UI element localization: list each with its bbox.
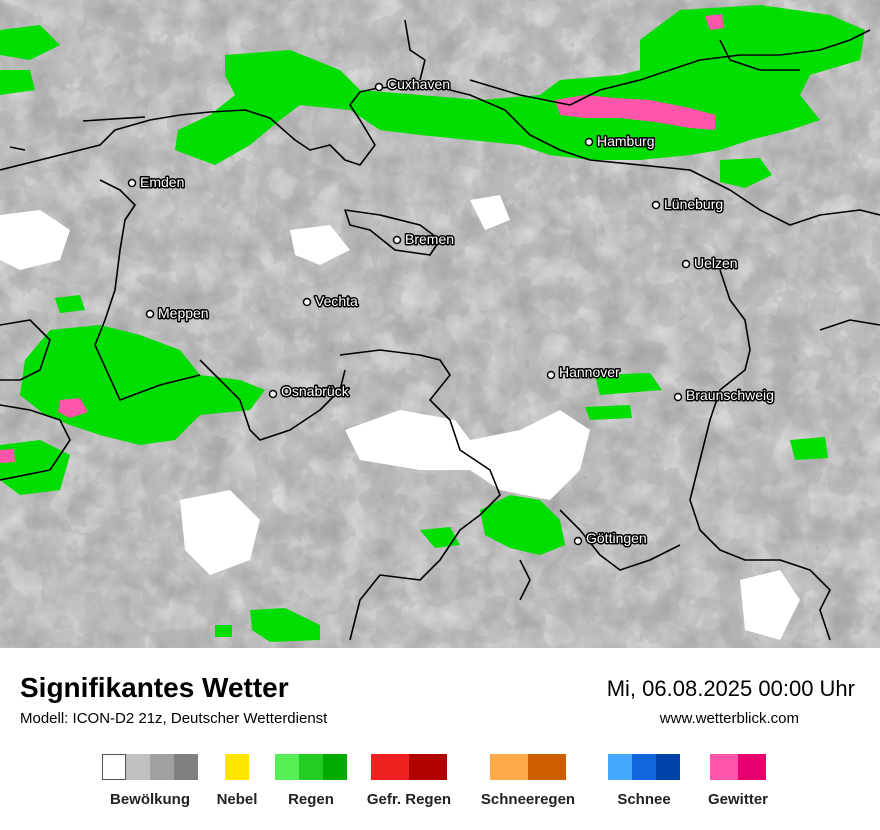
swatch-freezing-rain-light [371,754,409,780]
swatch-thunderstorm-heavy [738,754,766,780]
city-vechta[interactable]: Vechta [302,292,360,311]
legend-freezing-rain: Gefr. Regen [356,754,462,808]
model-source: Modell: ICON-D2 21z, Deutscher Wetterdie… [20,710,328,727]
legend-label: Gewitter [707,791,768,808]
swatch-thunderstorm-light [710,754,738,780]
swatch-rain-heavy [323,754,347,780]
map-footer: Signifikantes Wetter Modell: ICON-D2 21z… [0,648,880,830]
city-hannover[interactable]: Hannover [546,363,622,382]
legend: Bewölkung Nebel Regen Gefr. Regen [0,754,880,824]
city-cuxhaven[interactable]: Cuxhaven [374,75,452,94]
legend-swatches [696,754,780,782]
city-emden[interactable]: Emden [127,173,186,192]
website-link[interactable]: www.wetterblick.com [659,710,799,727]
svg-text:Bremen: Bremen [405,231,454,247]
legend-label: Regen [288,791,334,808]
svg-text:Braunschweig: Braunschweig [686,387,774,403]
city-bremen[interactable]: Bremen [392,230,456,249]
legend-swatches [468,754,588,782]
swatch-fog [225,754,249,780]
swatch-rain-medium [299,754,323,780]
swatch-cloud-clear [102,754,126,780]
legend-swatches [206,754,268,782]
legend-label: Gefr. Regen [366,791,452,808]
legend-label: Schneeregen [480,791,576,808]
city-braunschweig[interactable]: Braunschweig [673,386,775,405]
swatch-cloud-medium [150,754,174,780]
svg-text:Göttingen: Göttingen [586,530,647,546]
city-uelzen[interactable]: Uelzen [681,254,739,273]
svg-text:Emden: Emden [140,174,184,190]
legend-rain: Regen [275,754,347,808]
swatch-rain-light [275,754,299,780]
svg-text:Meppen: Meppen [158,305,209,321]
city-markers: Cuxhaven Hamburg Emden Lüneburg Bremen U… [127,75,775,548]
svg-text:Vechta: Vechta [315,293,358,309]
legend-label: Schnee [617,791,671,808]
legend-label: Nebel [216,791,258,808]
swatch-snow-medium [632,754,656,780]
forecast-datetime: Mi, 06.08.2025 00:00 Uhr [606,676,855,701]
swatch-freezing-rain-heavy [409,754,447,780]
legend-fog: Nebel [206,754,268,808]
legend-swatches [606,754,682,782]
legend-label: Bewölkung [109,791,190,808]
legend-swatches [356,754,462,782]
legend-cloud: Bewölkung [100,754,200,808]
map-title: Signifikantes Wetter [20,672,289,703]
swatch-cloud-heavy [174,754,198,780]
legend-snow-rain: Schneeregen [468,754,588,808]
swatch-cloud-light [126,754,150,780]
swatch-snow-heavy [656,754,680,780]
map-canvas: Cuxhaven Hamburg Emden Lüneburg Bremen U… [0,0,880,648]
svg-text:Hamburg: Hamburg [597,133,655,149]
city-meppen[interactable]: Meppen [145,304,210,323]
legend-swatches [275,754,347,782]
city-goettingen[interactable]: Göttingen [573,529,648,548]
weather-map: Cuxhaven Hamburg Emden Lüneburg Bremen U… [0,0,880,648]
legend-thunderstorm: Gewitter [696,754,780,808]
swatch-snow-light [608,754,632,780]
svg-text:Uelzen: Uelzen [694,255,738,271]
svg-text:Hannover: Hannover [559,364,620,380]
city-lueneburg[interactable]: Lüneburg [651,195,725,214]
swatch-snow-rain-light [490,754,528,780]
legend-snow: Schnee [606,754,682,808]
swatch-snow-rain-heavy [528,754,566,780]
svg-text:Osnabrück: Osnabrück [281,383,350,399]
borders-and-coastlines [0,19,880,641]
legend-swatches [100,754,200,782]
svg-text:Lüneburg: Lüneburg [664,196,723,212]
thunderstorm-areas [0,14,724,463]
city-hamburg[interactable]: Hamburg [584,132,656,151]
city-osnabrueck[interactable]: Osnabrück [268,382,351,401]
svg-text:Cuxhaven: Cuxhaven [387,76,450,92]
